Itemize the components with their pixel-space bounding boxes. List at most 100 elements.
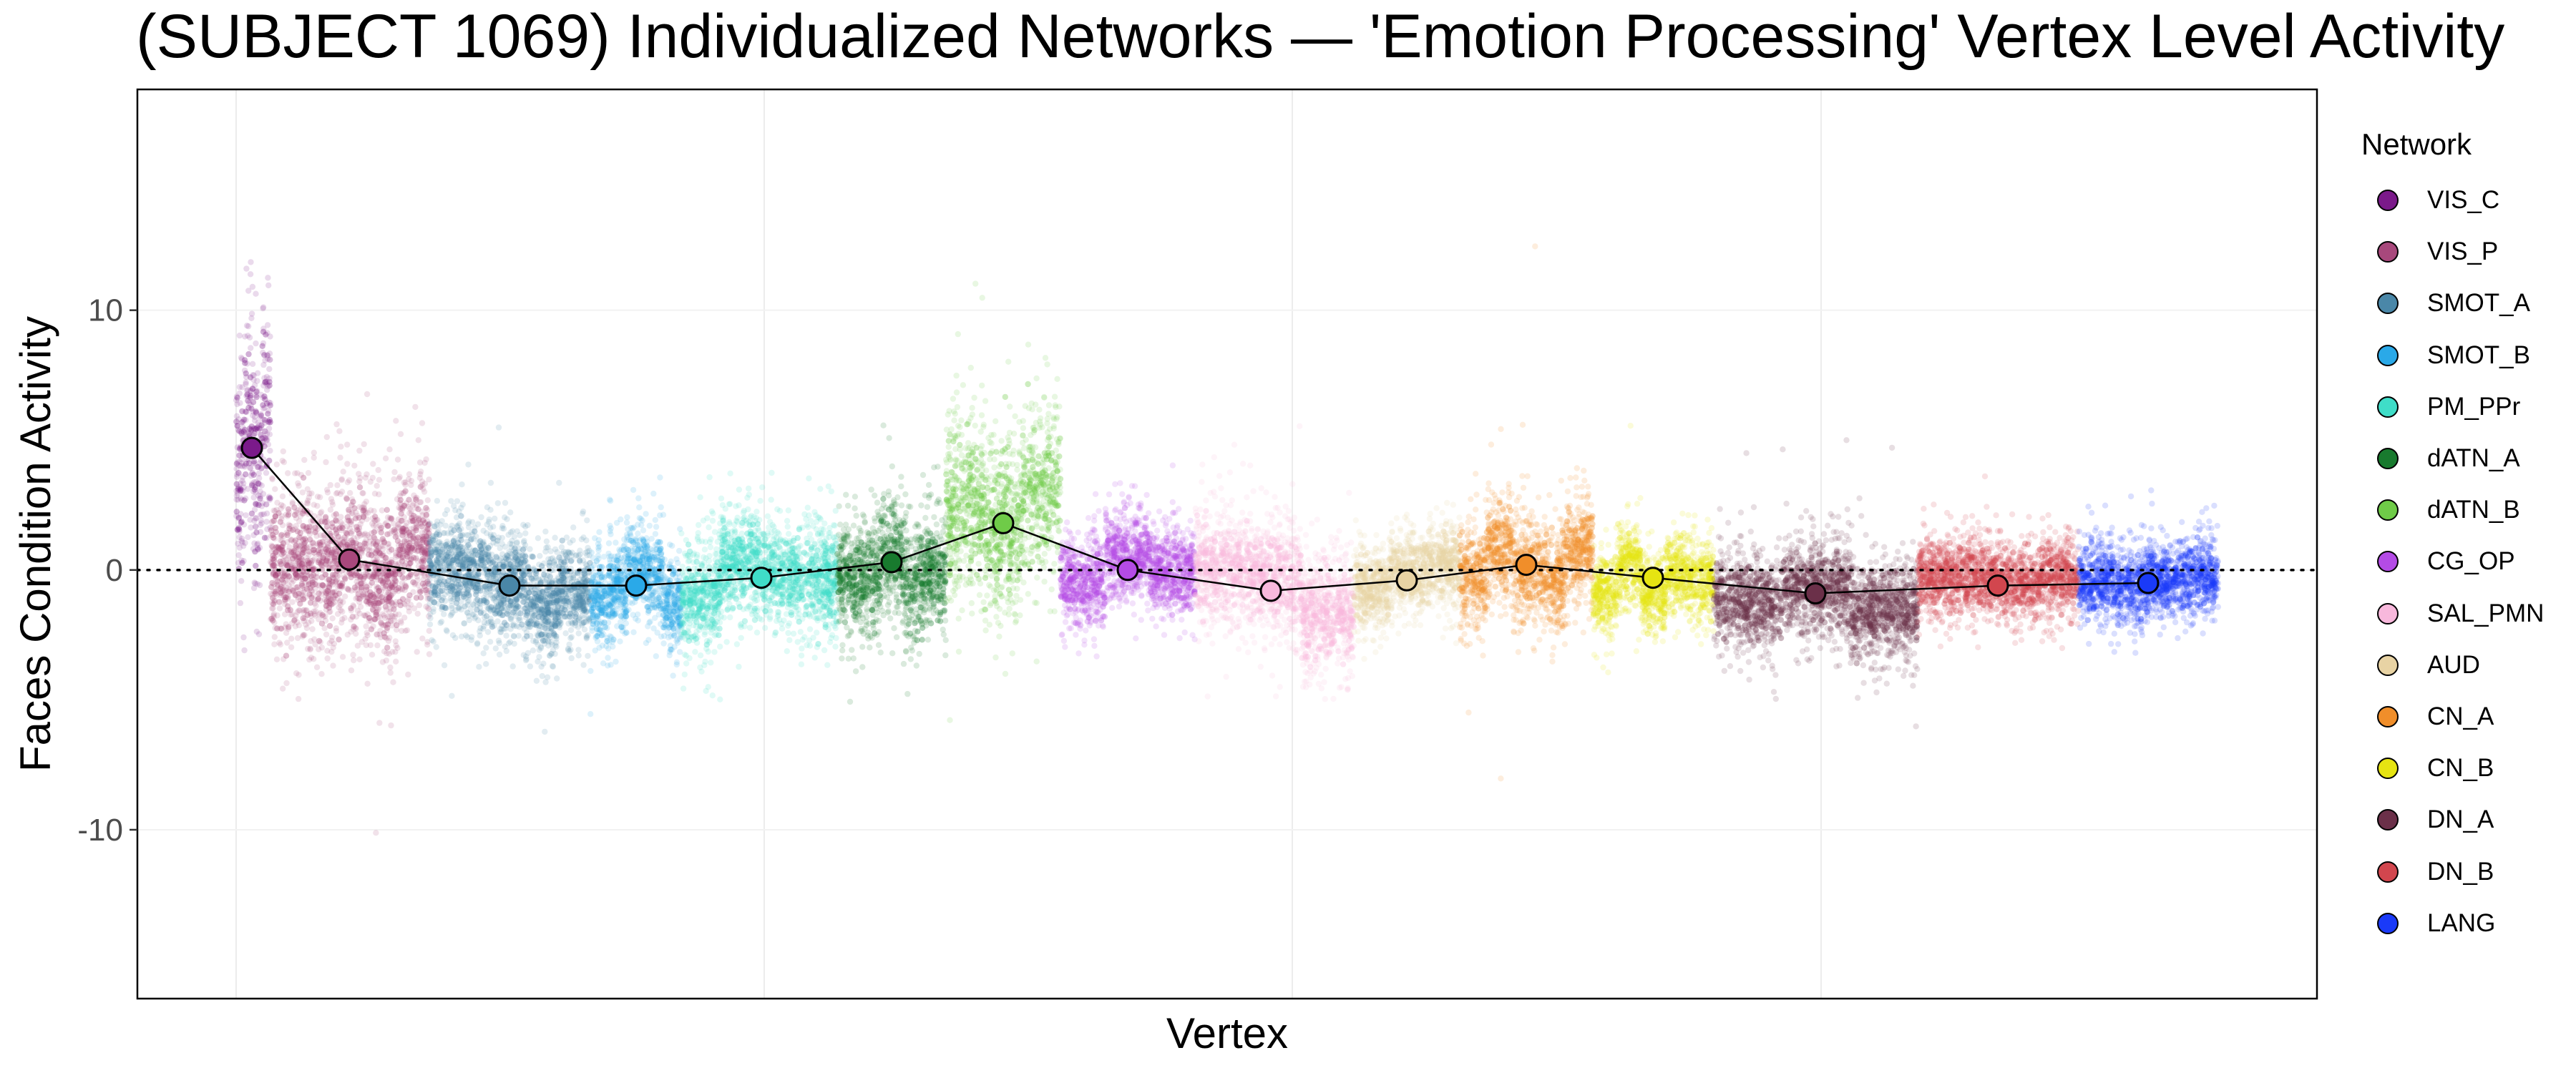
vertex-point — [606, 570, 613, 577]
vertex-point — [363, 499, 369, 505]
vertex-point — [480, 597, 487, 604]
vertex-point — [402, 488, 409, 494]
vertex-point — [667, 542, 673, 548]
vertex-point — [263, 436, 270, 442]
vertex-point — [254, 544, 261, 552]
vertex-point — [263, 401, 270, 407]
vertex-point — [266, 366, 273, 373]
vertex-point — [344, 479, 351, 486]
vertex-point — [260, 511, 267, 518]
vertex-point — [278, 533, 284, 539]
vertex-point — [492, 645, 499, 652]
vertex-point — [255, 480, 262, 487]
vertex-point — [277, 641, 284, 648]
vertex-point — [374, 483, 380, 489]
vertex-point — [496, 651, 503, 658]
vertex-point — [368, 626, 375, 632]
vertex-point — [630, 486, 637, 494]
vertex-point — [538, 563, 545, 569]
vertex-point — [256, 426, 263, 432]
vertex-point — [426, 627, 432, 635]
vertex-point — [349, 510, 356, 516]
vertex-point — [443, 542, 449, 548]
vertex-point — [318, 518, 325, 525]
vertex-point — [283, 584, 290, 591]
vertex-point — [329, 615, 336, 622]
vertex-point — [296, 554, 302, 561]
vertex-point — [326, 602, 333, 609]
vertex-point — [260, 456, 267, 463]
vertex-point — [380, 546, 386, 552]
vertex-point — [255, 419, 262, 426]
vertex-point — [283, 680, 290, 687]
vertex-point — [379, 659, 386, 665]
vertex-point — [426, 595, 433, 602]
vertex-point — [311, 454, 317, 461]
vertex-point — [384, 506, 390, 513]
vertex-point — [386, 446, 393, 453]
vertex-point — [642, 544, 648, 550]
vertex-point — [583, 635, 590, 641]
vertex-point — [670, 608, 677, 614]
vertex-point — [258, 391, 265, 398]
vertex-point — [391, 588, 399, 594]
vertex-point — [576, 557, 583, 564]
vertex-point — [350, 499, 356, 505]
vertex-point — [270, 617, 276, 624]
vertex-point — [665, 584, 672, 591]
vertex-point — [495, 424, 502, 431]
vertex-point — [250, 372, 257, 378]
vertex-point — [250, 412, 256, 418]
vertex-point — [624, 514, 630, 521]
vertex-point — [389, 649, 396, 655]
vertex-point — [236, 544, 243, 551]
vertex-point — [243, 370, 249, 377]
vertex-point — [256, 475, 263, 481]
vertex-point — [353, 625, 359, 632]
vertex-point — [396, 474, 403, 480]
vertex-point — [592, 535, 598, 542]
vertex-point — [272, 486, 278, 492]
vertex-point — [375, 584, 381, 591]
vertex-point — [267, 495, 273, 501]
vertex-point — [395, 553, 401, 559]
vertex-point — [242, 333, 248, 340]
vertex-point — [405, 547, 411, 553]
vertex-point — [331, 554, 338, 561]
vertex-point — [614, 575, 621, 582]
vertex-point — [243, 512, 249, 519]
vertex-point — [299, 560, 306, 567]
vertex-point — [289, 587, 296, 593]
vertex-point — [248, 427, 255, 433]
vertex-point — [457, 555, 464, 562]
vertex-point — [234, 423, 241, 429]
vertex-point — [261, 393, 268, 400]
vertex-point — [328, 601, 335, 607]
vertex-point — [671, 632, 678, 639]
vertex-point — [240, 428, 247, 435]
vertex-point — [324, 655, 331, 662]
vertex-point — [568, 655, 575, 662]
vertex-point — [393, 658, 399, 665]
vertex-point — [264, 330, 270, 336]
vertex-point — [545, 632, 552, 639]
vertex-point — [473, 585, 479, 592]
vertex-point — [252, 548, 258, 555]
vertex-point — [241, 462, 248, 469]
vertex-point — [411, 605, 418, 612]
vertex-point — [265, 418, 272, 425]
vertex-point — [253, 393, 260, 401]
vertex-point — [238, 430, 245, 436]
vertex-point — [535, 535, 542, 542]
vertex-point — [424, 497, 431, 504]
vertex-point — [311, 566, 317, 572]
vertex-point — [587, 711, 594, 717]
vertex-point — [263, 378, 269, 385]
vertex-point — [270, 562, 277, 569]
vertex-point — [265, 408, 272, 414]
vertex-point — [372, 599, 379, 607]
vertex-point — [557, 609, 563, 616]
vertex-point — [532, 586, 538, 593]
vertex-point — [303, 607, 310, 614]
vertex-points — [233, 243, 2222, 836]
